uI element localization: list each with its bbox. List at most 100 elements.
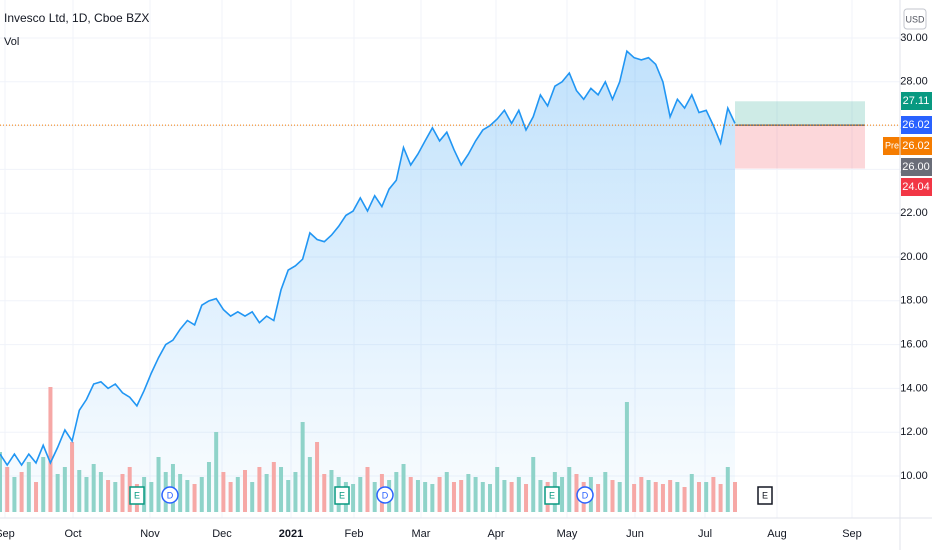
volume-bar	[106, 480, 111, 512]
volume-bar	[430, 484, 435, 512]
volume-bar	[574, 474, 579, 512]
price-badge	[901, 158, 932, 176]
event-label: E	[339, 490, 345, 500]
volume-bar	[0, 452, 2, 512]
volume-bar	[365, 467, 370, 512]
volume-bar	[70, 442, 75, 512]
event-label: D	[582, 490, 589, 500]
event-marker	[576, 486, 594, 504]
volume-bar	[156, 457, 161, 512]
volume-bar	[26, 462, 31, 512]
y-tick-label: 22.00	[900, 207, 928, 219]
x-tick-label: Aug	[767, 528, 787, 540]
volume-bar	[228, 482, 233, 512]
volume-bar	[120, 474, 125, 512]
event-label: E	[762, 490, 768, 500]
volume-bar	[351, 484, 356, 512]
price-badge-label: 24.04	[902, 181, 930, 193]
event-label: E	[549, 490, 555, 500]
event-marker	[129, 486, 145, 505]
event-label: D	[382, 490, 389, 500]
price-badge-label: 26.02	[902, 119, 930, 131]
volume-bar	[91, 464, 96, 512]
volume-bar	[185, 480, 190, 512]
volume-bar	[725, 467, 730, 512]
volume-bar	[372, 482, 377, 512]
volume-bar	[408, 477, 413, 512]
volume-bar	[394, 472, 399, 512]
profit-zone	[735, 101, 865, 126]
volume-bar	[12, 477, 17, 512]
y-tick-label: 20.00	[900, 251, 928, 263]
volume-bar	[668, 480, 673, 512]
event-marker	[376, 486, 394, 504]
volume-bar	[55, 474, 60, 512]
volume-bar	[34, 482, 39, 512]
volume-bar	[77, 470, 82, 512]
volume-bar	[502, 480, 507, 512]
volume-bar	[509, 482, 514, 512]
volume-bar	[639, 477, 644, 512]
volume-bar	[682, 487, 687, 512]
event-marker	[544, 486, 560, 505]
volume-bar	[560, 477, 565, 512]
volume-bar	[689, 474, 694, 512]
x-tick-label: Jul	[698, 528, 712, 540]
volume-bar	[423, 482, 428, 512]
price-badge-label: 26.00	[902, 161, 930, 173]
volume-bar	[596, 484, 601, 512]
price-badge	[901, 116, 932, 134]
volume-bar	[5, 467, 10, 512]
volume-bar	[300, 422, 305, 512]
event-marker	[334, 486, 350, 505]
volume-bar	[206, 462, 211, 512]
y-tick-label: 12.00	[900, 426, 928, 438]
volume-bar	[653, 482, 658, 512]
volume-bar	[401, 464, 406, 512]
y-tick-label: 30.00	[900, 32, 928, 44]
volume-bar	[322, 474, 327, 512]
volume-bar	[704, 482, 709, 512]
volume-bar	[329, 470, 334, 512]
volume-bar	[567, 467, 572, 512]
y-tick-label: 14.00	[900, 382, 928, 394]
volume-bar	[531, 457, 536, 512]
volume-bar	[264, 474, 269, 512]
event-marker	[757, 486, 773, 505]
x-tick-label: Oct	[64, 528, 81, 540]
volume-bar	[41, 457, 46, 512]
volume-bar	[480, 482, 485, 512]
volume-bar	[221, 472, 226, 512]
volume-bar	[624, 402, 629, 512]
volume-bar	[524, 484, 529, 512]
volume-bar	[250, 482, 255, 512]
volume-bar	[488, 484, 492, 512]
volume-bar	[19, 472, 24, 512]
volume-bar	[286, 480, 291, 512]
currency-box[interactable]	[903, 8, 927, 30]
volume-bar	[444, 472, 449, 512]
x-tick-label: 2021	[279, 528, 303, 540]
loss-zone	[735, 125, 865, 169]
volume-bar	[610, 480, 615, 512]
chart-title: Invesco Ltd, 1D, Cboe BZX	[4, 11, 149, 25]
y-tick-label: 10.00	[900, 470, 928, 482]
x-tick-label: Feb	[345, 528, 364, 540]
volume-bar	[257, 467, 262, 512]
price-badge	[901, 92, 932, 110]
volume-bar	[192, 484, 197, 512]
x-tick-label: Nov	[140, 528, 160, 540]
event-label: E	[134, 490, 140, 500]
price-badge	[901, 178, 932, 196]
volume-bar	[271, 462, 276, 512]
currency[interactable]: USD	[905, 14, 925, 24]
volume-bar	[733, 482, 737, 512]
volume-bar	[495, 467, 500, 512]
prefix-label: Pre	[885, 140, 899, 150]
volume-bar	[243, 470, 247, 512]
volume-bar	[696, 482, 701, 512]
y-tick-label: 18.00	[900, 295, 928, 307]
x-tick-label: Sep	[842, 528, 862, 540]
x-tick-label: May	[557, 528, 578, 540]
